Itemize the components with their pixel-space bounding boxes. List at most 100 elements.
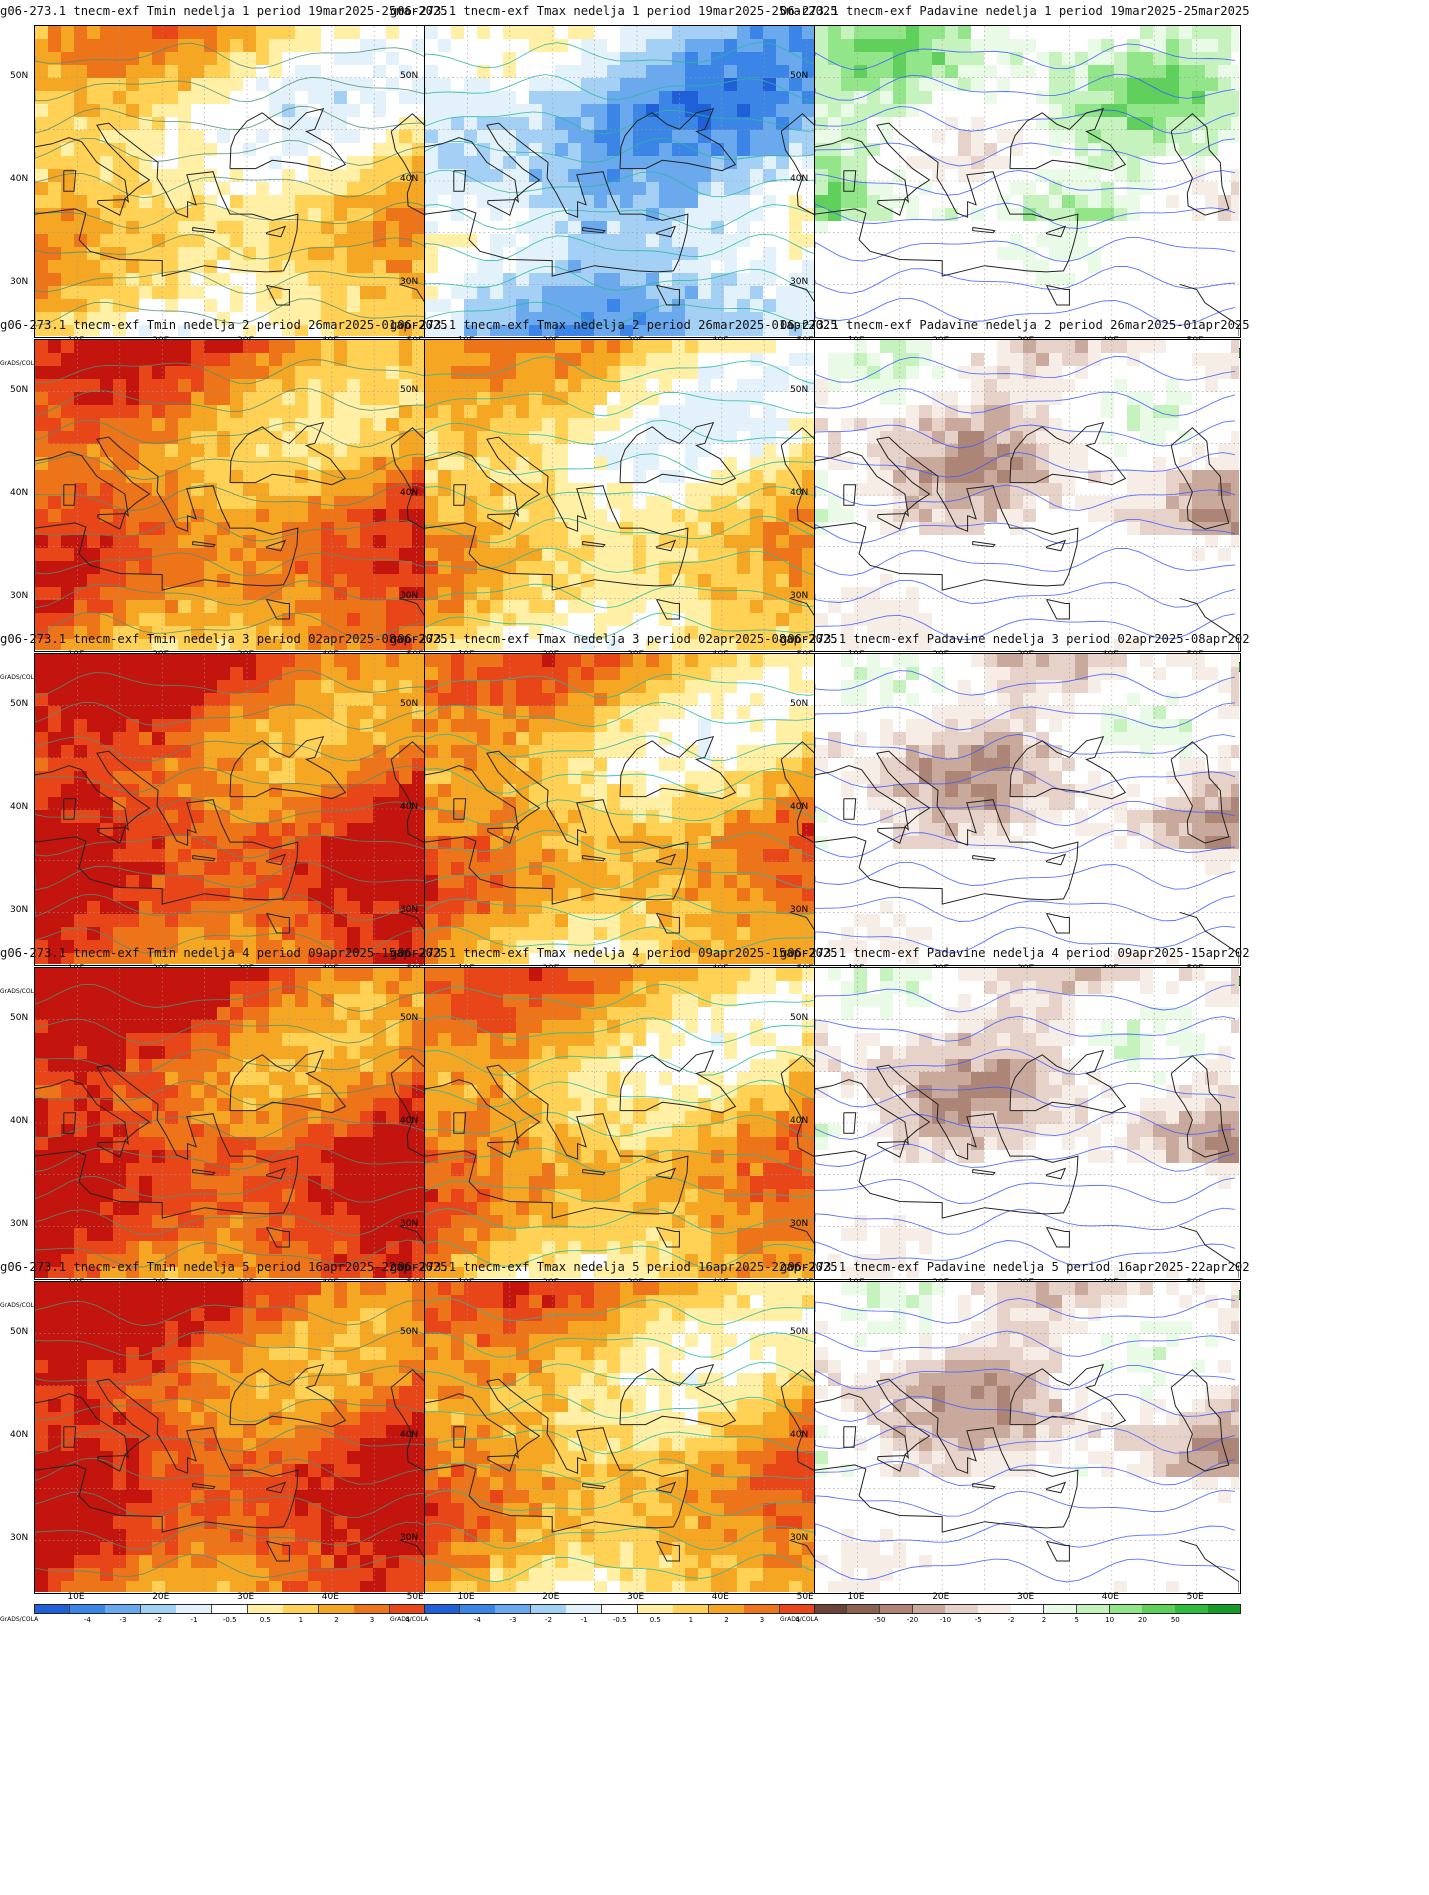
grid-cell [386, 587, 400, 601]
grid-cell [1101, 444, 1115, 458]
grid-cell [360, 273, 374, 287]
grid-cell [685, 273, 699, 287]
grid-cell [984, 392, 998, 406]
grid-cell [1088, 221, 1102, 235]
grid-cell [1114, 273, 1128, 287]
grid-cell [672, 260, 686, 274]
grid-cell [178, 379, 192, 393]
grid-cell [360, 234, 374, 248]
grid-cell [360, 587, 374, 601]
grid-cell [1153, 587, 1167, 601]
grid-cell [1153, 379, 1167, 393]
grid-cell [1075, 65, 1089, 79]
grid-cell [529, 247, 543, 261]
grid-cell [1166, 195, 1180, 209]
grid-cell [672, 234, 686, 248]
grid-cell [165, 156, 179, 170]
grid-cell [737, 340, 751, 354]
grid-cell [35, 156, 49, 170]
grid-cell [191, 353, 205, 367]
grid-cell [893, 470, 907, 484]
grid-cell [555, 104, 569, 118]
grid-cell [672, 600, 686, 614]
grid-cell [282, 91, 296, 105]
grid-cell [113, 574, 127, 588]
grid-cell [828, 91, 842, 105]
grid-cell [906, 535, 920, 549]
grid-cell [347, 613, 361, 627]
grid-cell [633, 117, 647, 131]
grid-cell [321, 247, 335, 261]
grid-cell [1179, 117, 1193, 131]
grid-cell [1088, 483, 1102, 497]
grid-cell [217, 587, 231, 601]
grid-cell [1010, 39, 1024, 53]
grid-cell [386, 535, 400, 549]
grid-cell [906, 444, 920, 458]
grid-cell [438, 353, 452, 367]
grid-cell [607, 260, 621, 274]
grid-cell [217, 65, 231, 79]
grid-cell [555, 130, 569, 144]
grid-cell [776, 221, 790, 235]
grid-cell [724, 26, 738, 40]
grid-cell [958, 39, 972, 53]
grid-cell [1218, 457, 1232, 471]
grid-cell [646, 65, 660, 79]
grid-cell [945, 143, 959, 157]
grid-cell [178, 405, 192, 419]
grid-cell [529, 117, 543, 131]
grid-cell [1088, 312, 1102, 326]
grid-cell [906, 260, 920, 274]
grid-cell [867, 260, 881, 274]
grid-cell [477, 379, 491, 393]
grid-cell [1231, 169, 1239, 183]
grid-cell [334, 470, 348, 484]
grid-cell [74, 143, 88, 157]
grid-cell [438, 273, 452, 287]
grid-cell [256, 221, 270, 235]
grid-cell [87, 130, 101, 144]
grid-cell [841, 379, 855, 393]
grid-cell [243, 65, 257, 79]
grid-cell [230, 509, 244, 523]
grid-cell [230, 600, 244, 614]
grid-cell [438, 431, 452, 445]
grid-cell [698, 496, 712, 510]
grid-cell [906, 273, 920, 287]
grid-cell [854, 260, 868, 274]
grid-cell [178, 26, 192, 40]
grid-cell [633, 247, 647, 261]
grid-cell [165, 522, 179, 536]
grid-cell [178, 613, 192, 627]
grid-cell [295, 195, 309, 209]
grid-cell [724, 299, 738, 313]
grid-cell [1205, 104, 1219, 118]
grid-cell [191, 260, 205, 274]
grid-cell [971, 130, 985, 144]
grid-cell [1036, 143, 1050, 157]
grid-cell [360, 221, 374, 235]
grid-cell [581, 260, 595, 274]
grid-cell [61, 325, 75, 336]
grid-cell [477, 405, 491, 419]
grid-cell [1101, 353, 1115, 367]
grid-cell [425, 535, 439, 549]
grid-cell [646, 182, 660, 196]
grid-cell [230, 104, 244, 118]
grid-cell [854, 340, 868, 354]
grid-cell [321, 169, 335, 183]
grid-cell [698, 325, 712, 336]
grid-cell [1010, 260, 1024, 274]
grid-cell [308, 340, 322, 354]
grid-cell [1140, 535, 1154, 549]
grid-cell [594, 78, 608, 92]
grid-cell [984, 418, 998, 432]
grid-cell [1140, 561, 1154, 575]
grid-cell [1166, 91, 1180, 105]
grid-cell [867, 325, 881, 336]
grid-cell [334, 247, 348, 261]
grid-cell [1010, 182, 1024, 196]
grid-cell [438, 561, 452, 575]
grid-cell [698, 195, 712, 209]
